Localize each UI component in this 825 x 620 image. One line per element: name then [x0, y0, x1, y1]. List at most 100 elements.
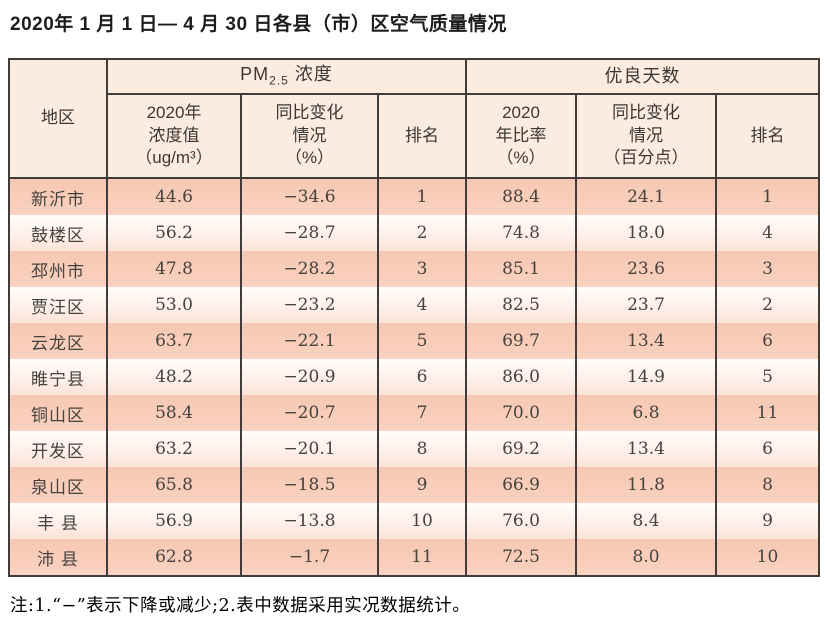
col-header-pm-value: 2020年 浓度值 （ug/m³）	[106, 93, 242, 179]
cell-good-rank: 8	[715, 467, 820, 503]
cell-good-change: 14.9	[575, 359, 717, 395]
cell-region: 开发区	[8, 431, 108, 467]
cell-good-change: 24.1	[575, 178, 717, 215]
cell-pm-value: 53.0	[106, 287, 242, 323]
cell-good-rank: 11	[715, 395, 820, 431]
cell-good-change: 13.4	[575, 431, 717, 467]
cell-good-change: 18.0	[575, 215, 717, 251]
cell-good-change: 8.0	[575, 539, 717, 577]
cell-region: 丰 县	[8, 503, 108, 539]
cell-region: 邳州市	[8, 251, 108, 287]
table-header: 地区 PM2.5 浓度 优良天数 2020年 浓度值 （ug/m³） 同比变化 情…	[8, 58, 820, 179]
table-body: 新沂市 44.6 −34.6 1 88.4 24.1 1 鼓楼区 56.2 −28.7 2 74.8 1…	[8, 178, 820, 577]
cell-region: 云龙区	[8, 323, 108, 359]
table-row: 贾汪区 53.0 −23.2 4 82.5 23.7 2	[8, 287, 820, 323]
cell-good-rank: 6	[715, 323, 820, 359]
table-row: 开发区 63.2 −20.1 8 69.2 13.4 6	[8, 431, 820, 467]
cell-good-rate: 69.2	[465, 431, 577, 467]
pm25-suffix: 浓度	[294, 64, 333, 85]
cell-pm-rank: 11	[377, 539, 467, 577]
cell-pm-value: 48.2	[106, 359, 242, 395]
table-row: 沛 县 62.8 −1.7 11 72.5 8.0 10	[8, 539, 820, 577]
cell-pm-change: −28.7	[240, 215, 379, 251]
cell-region: 睢宁县	[8, 359, 108, 395]
cell-pm-change: −18.5	[240, 467, 379, 503]
cell-good-rate: 86.0	[465, 359, 577, 395]
cell-pm-rank: 3	[377, 251, 467, 287]
cell-region: 铜山区	[8, 395, 108, 431]
footnote: 注:1.“−”表示下降或减少;2.表中数据采用实况数据统计。	[10, 596, 471, 616]
air-quality-table: 地区 PM2.5 浓度 优良天数 2020年 浓度值 （ug/m³） 同比变化 情…	[8, 58, 820, 577]
cell-good-rank: 2	[715, 287, 820, 323]
cell-good-rate: 85.1	[465, 251, 577, 287]
cell-region: 鼓楼区	[8, 215, 108, 251]
cell-pm-change: −34.6	[240, 178, 379, 215]
col-header-pm-rank: 排名	[377, 93, 467, 179]
cell-pm-rank: 5	[377, 323, 467, 359]
cell-good-rank: 9	[715, 503, 820, 539]
cell-good-rate: 66.9	[465, 467, 577, 503]
cell-pm-value: 58.4	[106, 395, 242, 431]
table-row: 邳州市 47.8 −28.2 3 85.1 23.6 3	[8, 251, 820, 287]
col-header-good-rate: 2020 年比率 （%）	[465, 93, 577, 179]
cell-good-change: 11.8	[575, 467, 717, 503]
cell-pm-change: −28.2	[240, 251, 379, 287]
cell-pm-rank: 8	[377, 431, 467, 467]
cell-pm-change: −23.2	[240, 287, 379, 323]
cell-pm-value: 56.9	[106, 503, 242, 539]
cell-region: 泉山区	[8, 467, 108, 503]
table-row: 鼓楼区 56.2 −28.7 2 74.8 18.0 4	[8, 215, 820, 251]
col-header-good-rank: 排名	[715, 93, 820, 179]
cell-pm-rank: 4	[377, 287, 467, 323]
cell-pm-value: 63.2	[106, 431, 242, 467]
table-row: 铜山区 58.4 −20.7 7 70.0 6.8 11	[8, 395, 820, 431]
cell-good-rate: 72.5	[465, 539, 577, 577]
cell-region: 新沂市	[8, 178, 108, 215]
cell-pm-value: 62.8	[106, 539, 242, 577]
cell-pm-rank: 7	[377, 395, 467, 431]
cell-good-change: 8.4	[575, 503, 717, 539]
col-header-pm-change: 同比变化 情况 （%）	[240, 93, 379, 179]
col-group-pm25: PM2.5 浓度	[106, 58, 467, 95]
cell-good-rank: 1	[715, 178, 820, 215]
cell-good-rank: 10	[715, 539, 820, 577]
table-row: 丰 县 56.9 −13.8 10 76.0 8.4 9	[8, 503, 820, 539]
cell-pm-value: 65.8	[106, 467, 242, 503]
cell-pm-change: −13.8	[240, 503, 379, 539]
cell-pm-rank: 6	[377, 359, 467, 395]
cell-pm-change: −1.7	[240, 539, 379, 577]
cell-pm-value: 44.6	[106, 178, 242, 215]
cell-good-change: 13.4	[575, 323, 717, 359]
table-row: 泉山区 65.8 −18.5 9 66.9 11.8 8	[8, 467, 820, 503]
page-title: 2020年 1 月 1 日— 4 月 30 日各县（市）区空气质量情况	[10, 14, 507, 35]
cell-pm-change: −20.1	[240, 431, 379, 467]
header-group-row: 地区 PM2.5 浓度 优良天数	[8, 58, 820, 179]
cell-pm-change: −20.7	[240, 395, 379, 431]
col-group-good-days: 优良天数	[465, 58, 820, 95]
cell-pm-change: −20.9	[240, 359, 379, 395]
header-sub-row: 2020年 浓度值 （ug/m³） 同比变化 情况 （%） 排名 2020 年比…	[9, 93, 820, 179]
cell-good-rate: 88.4	[465, 178, 577, 215]
table-row: 睢宁县 48.2 −20.9 6 86.0 14.9 5	[8, 359, 820, 395]
col-header-good-change: 同比变化 情况 （百分点）	[575, 93, 717, 179]
cell-pm-rank: 9	[377, 467, 467, 503]
cell-good-rate: 76.0	[465, 503, 577, 539]
cell-region: 沛 县	[8, 539, 108, 577]
table-row: 云龙区 63.7 −22.1 5 69.7 13.4 6	[8, 323, 820, 359]
cell-good-rank: 5	[715, 359, 820, 395]
table-row: 新沂市 44.6 −34.6 1 88.4 24.1 1	[8, 178, 820, 215]
cell-good-rate: 74.8	[465, 215, 577, 251]
cell-good-rank: 6	[715, 431, 820, 467]
cell-pm-change: −22.1	[240, 323, 379, 359]
cell-good-rate: 82.5	[465, 287, 577, 323]
cell-pm-rank: 2	[377, 215, 467, 251]
cell-good-rate: 70.0	[465, 395, 577, 431]
cell-pm-value: 63.7	[106, 323, 242, 359]
cell-good-change: 23.6	[575, 251, 717, 287]
cell-pm-rank: 1	[377, 178, 467, 215]
cell-good-rank: 3	[715, 251, 820, 287]
col-header-region: 地区	[8, 58, 108, 179]
cell-good-change: 6.8	[575, 395, 717, 431]
cell-pm-value: 56.2	[106, 215, 242, 251]
cell-pm-value: 47.8	[106, 251, 242, 287]
